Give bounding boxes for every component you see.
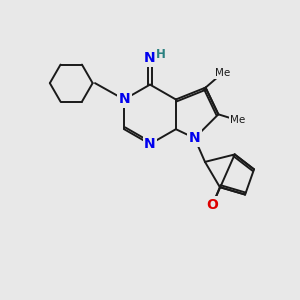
- Text: N: N: [118, 92, 130, 106]
- Text: Me: Me: [215, 68, 230, 78]
- Text: N: N: [189, 131, 200, 145]
- Text: N: N: [144, 51, 156, 65]
- Text: O: O: [206, 198, 218, 212]
- Text: N: N: [144, 137, 156, 151]
- Text: H: H: [156, 48, 166, 61]
- Text: Me: Me: [230, 115, 245, 125]
